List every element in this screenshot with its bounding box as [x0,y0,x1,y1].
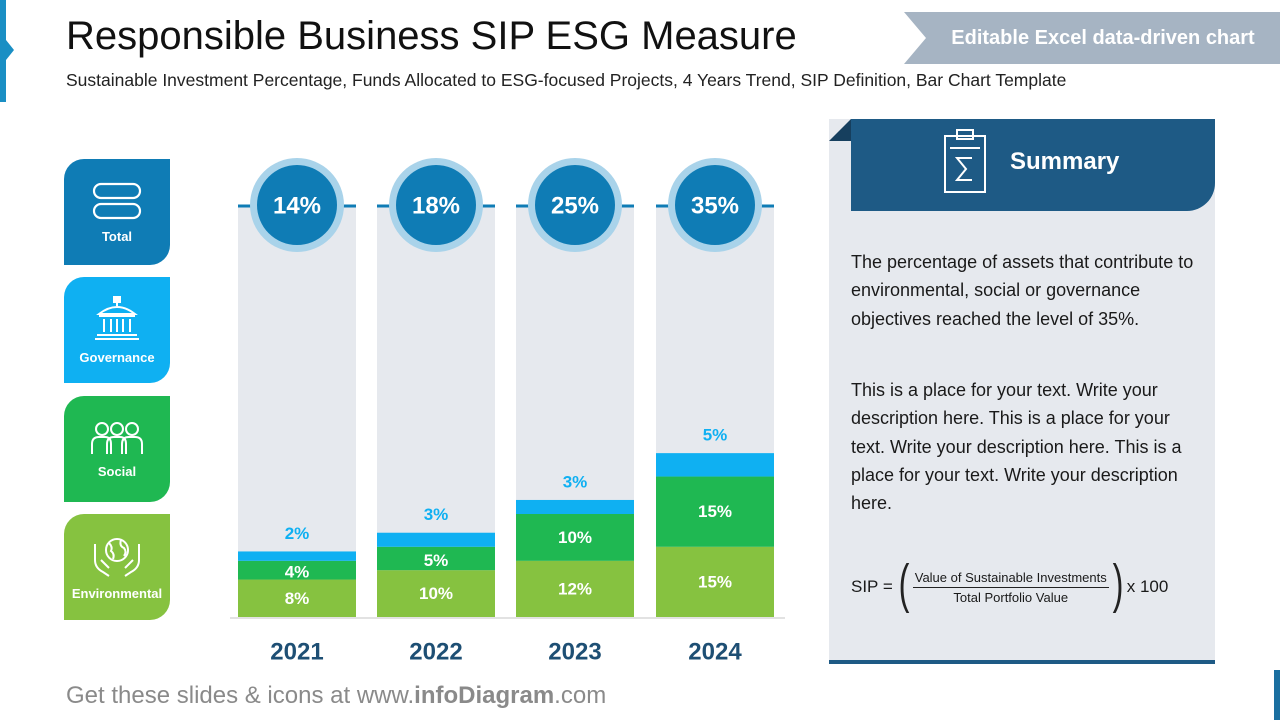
summary-title: Summary [1010,148,1120,175]
bar-segment-governance-2023 [516,499,634,514]
x-tick-label-2024: 2024 [688,639,742,666]
bar-segment-social-2022 [377,546,495,571]
legend-tile-total: Total [64,159,170,265]
legend-label-governance: Governance [79,349,155,365]
bar-segment-environmental-2021 [238,579,356,617]
footer-brand: infoDiagram [414,682,555,709]
bar-segment-environmental-2024 [656,546,774,617]
data-label-governance-2023: 3% [563,472,588,491]
total-circle-2021 [257,165,337,245]
legend-tile-governance: Governance [64,277,170,383]
summary-paragraph-1: The percentage of assets that contribute… [851,252,1194,329]
data-label-social-2022: 5% [424,551,449,570]
total-label-2022: 18% [412,193,460,220]
formula-numerator: Value of Sustainable Investments [912,570,1109,588]
bar-segment-environmental-2023 [516,560,634,617]
hands-globe-icon [94,537,140,577]
left-accent-bar [0,0,14,102]
formula-lhs: SIP = [851,577,893,596]
data-label-governance-2022: 3% [424,505,449,524]
footer-credit: Get these slides & icons at www.infoDiag… [66,682,606,710]
government-building-icon [95,295,139,340]
legend-tile-environmental: Environmental [64,514,170,620]
bar-segment-social-2024 [656,476,774,547]
total-circle-2022 [396,165,476,245]
formula-fraction: Value of Sustainable Investments Total P… [912,570,1109,605]
data-label-environmental-2022: 10% [419,584,453,603]
data-label-environmental-2021: 8% [285,589,310,608]
editable-chart-badge: Editable Excel data-driven chart [904,12,1280,64]
data-label-social-2021: 4% [285,563,310,582]
people-group-icon [91,421,143,454]
stacked-bar-chart: 8% 4% 2% 10% 5% 3% 12% 10% 3% 15% 15% 5% 14% 18% 25% 35… [230,158,785,666]
bar-segment-governance-2022 [377,532,495,547]
bar-segment-governance-2021 [238,551,356,561]
x-tick-label-2022: 2022 [409,639,462,666]
data-label-governance-2021: 2% [285,524,310,543]
legend-label-environmental: Environmental [71,585,163,601]
data-label-environmental-2023: 12% [558,579,592,598]
summary-paragraph-2: This is a place for your text. Write you… [851,380,1182,514]
data-label-social-2024: 15% [698,502,732,521]
x-tick-label-2023: 2023 [548,639,601,666]
formula-open-paren: ( [898,554,910,614]
bar-segment-governance-2024 [656,453,774,477]
formula-denominator: Total Portfolio Value [953,589,1069,605]
legend-tile-social: Social [64,396,170,502]
bar-segment-social-2021 [238,560,356,580]
right-accent-bar [1274,670,1280,720]
page-title: Responsible Business SIP ESG Measure [66,14,797,58]
formula-close-paren: ) [1112,554,1124,614]
pill-stack-icon [92,182,142,219]
clipboard-sigma-icon [944,129,986,193]
footer-prefix: Get these slides & icons at www. [66,682,415,709]
total-circle-2023 [535,165,615,245]
total-circle-2024 [675,165,755,245]
legend-label-social: Social [97,463,137,479]
x-tick-label-2021: 2021 [270,639,323,666]
total-label-2023: 25% [551,193,599,220]
data-label-social-2023: 10% [558,528,592,547]
summary-header [851,119,1215,211]
total-label-2021: 14% [273,193,321,220]
summary-header-fold [829,119,851,141]
bar-segment-environmental-2022 [377,570,495,617]
bar-background-2021 [238,205,356,617]
bar-segment-social-2023 [516,514,634,561]
page-subtitle: Sustainable Investment Percentage, Funds… [66,70,1067,90]
sip-formula: SIP = ( Value of Sustainable Investments… [851,554,1169,616]
data-label-governance-2024: 5% [703,426,728,445]
data-label-environmental-2024: 15% [698,572,732,591]
total-label-2024: 35% [691,193,739,220]
formula-multiplier: x 100 [1126,577,1169,596]
footer-suffix: .com [554,682,607,709]
legend-label-total: Total [101,228,133,244]
